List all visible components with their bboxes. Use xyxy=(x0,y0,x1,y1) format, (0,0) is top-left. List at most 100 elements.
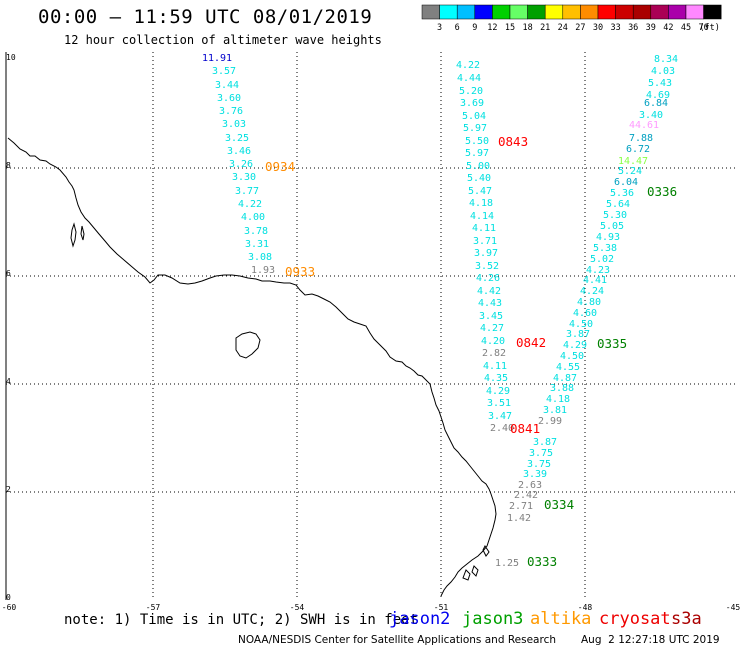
wave-height-value: 5.40 xyxy=(467,173,491,184)
colorbar-swatch xyxy=(562,4,581,20)
pass-time-label: 0842 xyxy=(516,335,546,350)
y-tick-label: 2 xyxy=(6,485,11,494)
wave-height-value: 5.43 xyxy=(648,78,672,89)
wave-height-value: 1.25 xyxy=(495,558,519,569)
x-tick-label: -60 xyxy=(2,603,17,612)
wave-height-value: 4.42 xyxy=(477,286,501,297)
wave-height-value: 2.63 xyxy=(518,480,542,491)
colorbar-swatch xyxy=(650,4,669,20)
wave-height-value: 2.99 xyxy=(538,416,562,427)
wave-height-value: 11.91 xyxy=(202,53,232,64)
colorbar-unit: (ft) xyxy=(699,23,719,33)
wave-height-value: 4.69 xyxy=(646,90,670,101)
wave-height-value: 4.27 xyxy=(480,323,504,334)
wave-height-value: 3.88 xyxy=(550,383,574,394)
colorbar-label: 6 xyxy=(455,23,460,33)
y-tick-label: 0 xyxy=(6,593,11,602)
wave-height-value: 3.97 xyxy=(474,248,498,259)
wave-height-value: 4.93 xyxy=(596,232,620,243)
wave-height-value: 5.97 xyxy=(463,123,487,134)
colorbar-swatch xyxy=(632,4,652,20)
wave-height-value: 3.71 xyxy=(473,236,497,247)
colorbar-swatch xyxy=(456,4,476,20)
wave-height-value: 4.18 xyxy=(546,394,570,405)
wave-height-value: 3.52 xyxy=(475,261,499,272)
wave-height-value: 2.40 xyxy=(490,423,514,434)
wave-height-value: 3.75 xyxy=(527,459,551,470)
wave-height-value: 3.03 xyxy=(222,119,246,130)
wave-height-value: 6.04 xyxy=(614,177,638,188)
wave-height-value: 4.29 xyxy=(563,340,587,351)
wave-height-value: 2.42 xyxy=(514,490,538,501)
wave-height-value: 3.47 xyxy=(488,411,512,422)
wave-height-value: 5.05 xyxy=(600,221,624,232)
y-tick-label: 6 xyxy=(6,269,11,278)
wave-height-value: 4.50 xyxy=(569,319,593,330)
pass-time-label: 0843 xyxy=(498,134,528,149)
wave-height-value: 3.87 xyxy=(533,437,557,448)
pass-time-label: 0333 xyxy=(527,554,557,569)
wave-height-value: 8.34 xyxy=(654,54,678,65)
colorbar-label: 39 xyxy=(646,23,656,33)
wave-height-value: 1.42 xyxy=(507,513,531,524)
wave-height-value: 3.75 xyxy=(529,448,553,459)
wave-height-value: 3.25 xyxy=(225,133,249,144)
wave-height-value: 5.20 xyxy=(459,86,483,97)
x-tick-label: -48 xyxy=(578,603,593,612)
x-tick-label: -57 xyxy=(146,603,161,612)
wave-height-value: 4.60 xyxy=(573,308,597,319)
wave-height-value: 7.88 xyxy=(629,133,653,144)
colorbar-label: 27 xyxy=(575,23,585,33)
colorbar-label: 18 xyxy=(522,23,532,33)
wave-height-value: 3.51 xyxy=(487,398,511,409)
wave-height-value: 5.97 xyxy=(465,148,489,159)
wave-height-value: 4.24 xyxy=(580,286,604,297)
wave-height-value: 4.20 xyxy=(481,336,505,347)
wave-height-value: 3.08 xyxy=(248,252,272,263)
wave-height-value: 4.43 xyxy=(478,298,502,309)
colorbar-swatch xyxy=(668,4,687,20)
wave-height-value: 3.60 xyxy=(217,93,241,104)
colorbar-label: 15 xyxy=(505,23,515,33)
wave-height-value: 4.11 xyxy=(472,223,496,234)
x-tick-label: -54 xyxy=(290,603,305,612)
wave-height-value: 4.23 xyxy=(586,265,610,276)
colorbar-swatch xyxy=(544,4,564,20)
wave-height-value: 3.30 xyxy=(232,172,256,183)
wave-height-value: 4.14 xyxy=(470,211,494,222)
timestamp-text: Aug 2 12:27:18 UTC 2019 xyxy=(581,634,720,646)
colorbar-label: 45 xyxy=(681,23,691,33)
wave-height-tracks: 11.91 3.57 3.44 3.60 3.76 3.03 3.25 3.46 3.26 3.3… xyxy=(202,53,678,569)
satellite-legend-jason2: jason2 xyxy=(389,609,451,629)
wave-height-value: 3.76 xyxy=(219,106,243,117)
colorbar-label: 24 xyxy=(558,23,568,33)
wave-height-value: 44.61 xyxy=(629,120,659,131)
wave-height-value: 6.84 xyxy=(644,98,668,109)
colorbar-label: 42 xyxy=(663,23,673,33)
colorbar-label: 30 xyxy=(593,23,603,33)
wave-height-value: 4.50 xyxy=(560,351,584,362)
colorbar-swatch xyxy=(421,4,440,20)
x-tick-label: -51 xyxy=(434,603,449,612)
wave-height-value: 3.77 xyxy=(235,186,259,197)
footer-note: note: 1) Time is in UTC; 2) SWH is in fe… xyxy=(64,612,419,628)
wave-height-value: 4.55 xyxy=(556,362,580,373)
wave-height-value: 5.04 xyxy=(462,111,486,122)
wave-height-value: 5.47 xyxy=(468,186,492,197)
wave-height-value: 3.87 xyxy=(566,329,590,340)
colorbar-swatch xyxy=(492,4,511,20)
colorbar-swatch xyxy=(439,4,458,20)
wave-height-value: 4.11 xyxy=(483,361,507,372)
colorbar-swatch xyxy=(615,4,634,20)
map-grid xyxy=(6,52,738,600)
wave-height-value: 4.80 xyxy=(577,297,601,308)
colorbar-swatch xyxy=(509,4,528,20)
credit-text: NOAA/NESDIS Center for Satellite Applica… xyxy=(238,634,556,646)
colorbar-label: 70 xyxy=(698,23,708,33)
colorbar-swatch xyxy=(703,4,722,20)
y-tick-label: 8 xyxy=(6,161,11,170)
colorbar-label: 21 xyxy=(540,23,550,33)
satellite-legend-cryosat: cryosat xyxy=(599,609,671,629)
wave-height-value: 3.81 xyxy=(543,405,567,416)
